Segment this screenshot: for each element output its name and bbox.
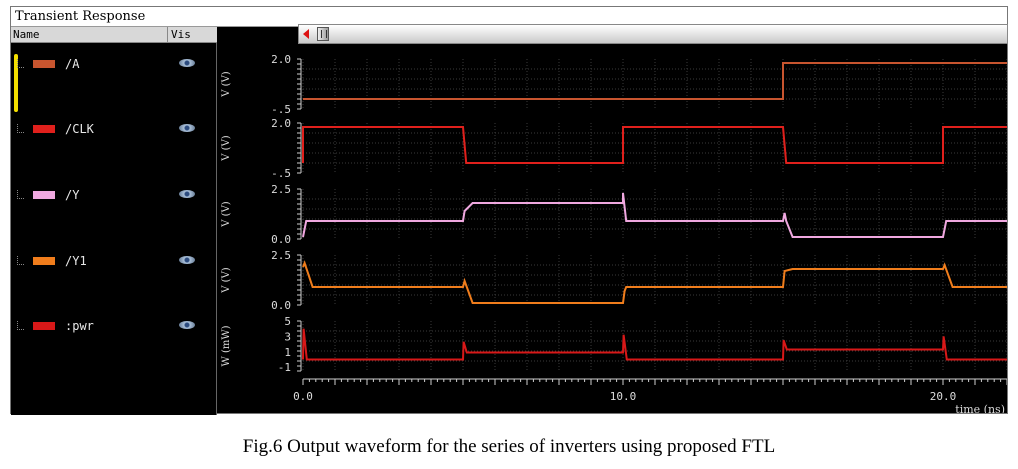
column-divider[interactable] <box>167 27 168 43</box>
y-axis-label: V (V) <box>221 201 232 228</box>
visibility-eye-icon[interactable] <box>179 190 195 198</box>
series-line <box>302 192 1007 238</box>
y-tick-label: 0.0 <box>271 233 291 246</box>
signal-color-swatch <box>33 322 55 330</box>
time-scrollbar[interactable] <box>298 24 1008 44</box>
column-header-name[interactable]: Name <box>13 28 40 41</box>
tree-connector <box>17 256 24 265</box>
visibility-eye-icon[interactable] <box>179 124 195 132</box>
scroll-left-arrow-icon[interactable] <box>303 29 309 39</box>
signal-label: /Y <box>65 188 80 202</box>
x-tick-label: 10.0 <box>610 390 637 403</box>
tree-connector <box>17 124 24 133</box>
y-tick-label: 5 <box>284 315 291 328</box>
x-axis-label: time (ns) <box>955 403 1005 413</box>
x-tick-label: 0.0 <box>293 390 313 403</box>
grip-icon <box>321 30 327 38</box>
y-tick-label: 2.0 <box>271 53 291 66</box>
y-tick-label: 3 <box>284 330 291 343</box>
x-tick-label: 20.0 <box>930 390 957 403</box>
signal-row-a[interactable]: /A <box>11 55 217 75</box>
y-axis-label: V (V) <box>221 71 232 98</box>
series-line <box>303 62 1007 100</box>
figure-caption: Fig.6 Output waveform for the series of … <box>242 436 776 457</box>
y-tick-label: 2.0 <box>271 117 291 130</box>
tree-connector <box>17 321 24 330</box>
scrollbar-thumb[interactable] <box>317 27 329 41</box>
signal-row-y1[interactable]: /Y1 <box>11 252 217 272</box>
y-tick-label: -1 <box>278 361 291 374</box>
y-tick-label: 1 <box>284 346 291 359</box>
signal-color-swatch <box>33 125 55 133</box>
visibility-eye-icon[interactable] <box>179 256 195 264</box>
signal-label: :pwr <box>65 319 94 333</box>
signal-list-header: Name Vis <box>11 27 217 43</box>
signal-color-swatch <box>33 191 55 199</box>
tree-connector <box>17 59 24 68</box>
signal-list-panel: Name Vis /A /CLK /Y /Y1 <box>11 27 217 415</box>
y-tick-label: -.5 <box>271 103 291 116</box>
signal-label: /Y1 <box>65 254 87 268</box>
waveform-window: Transient Response Name Vis /A /CLK /Y <box>10 6 1008 415</box>
waveform-chart: 2.0-.5V (V)2.0-.5V (V)2.50.0V (V)2.50.0V… <box>221 53 1007 413</box>
series-line <box>302 260 1007 304</box>
visibility-eye-icon[interactable] <box>179 59 195 67</box>
series-line <box>302 126 1007 164</box>
signal-color-swatch <box>33 60 55 68</box>
selection-indicator <box>14 54 18 112</box>
y-tick-label: -.5 <box>271 167 291 180</box>
column-header-vis[interactable]: Vis <box>171 28 191 41</box>
series-line <box>302 328 1007 361</box>
y-axis-label: V (V) <box>221 135 232 162</box>
signal-row-pwr[interactable]: :pwr <box>11 317 217 337</box>
signal-row-y[interactable]: /Y <box>11 186 217 206</box>
signal-row-clk[interactable]: /CLK <box>11 120 217 140</box>
y-tick-label: 2.5 <box>271 183 291 196</box>
tree-connector <box>17 190 24 199</box>
signal-label: /A <box>65 57 80 71</box>
y-tick-label: 0.0 <box>271 299 291 312</box>
visibility-eye-icon[interactable] <box>179 321 195 329</box>
signal-label: /CLK <box>65 122 94 136</box>
y-axis-label: V (V) <box>221 267 232 294</box>
y-tick-label: 2.5 <box>271 249 291 262</box>
signal-color-swatch <box>33 257 55 265</box>
y-axis-label: W (mW) <box>221 325 232 366</box>
